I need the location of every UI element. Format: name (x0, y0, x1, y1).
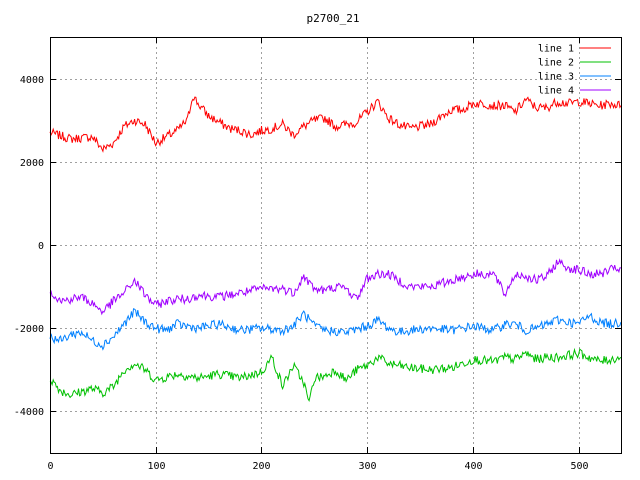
y-tick-label-1: -2000 (14, 324, 44, 335)
legend-label-2: line 2 (538, 58, 574, 69)
series-lines (49, 96, 622, 403)
chart-title: p2700_21 (307, 12, 360, 25)
x-tick-label-3: 300 (358, 461, 376, 472)
y-tick-label-2: 0 (38, 241, 44, 252)
grid (50, 37, 621, 453)
x-tick-label-4: 400 (464, 461, 482, 472)
legend-label-3: line 3 (538, 72, 574, 83)
series-line-1 (49, 96, 622, 153)
y-tick-label-3: 2000 (20, 158, 44, 169)
series-line-2 (49, 347, 622, 403)
x-tick-label-5: 500 (570, 461, 588, 472)
legend-label-4: line 4 (538, 86, 574, 97)
series-line-4 (49, 258, 622, 316)
x-tick-label-2: 200 (252, 461, 270, 472)
series-line-3 (49, 308, 622, 351)
legend: line 1 line 2 line 3 line 4 (538, 44, 611, 97)
y-tick-label-0: -4000 (14, 407, 44, 418)
y-tick-label-4: 4000 (20, 75, 44, 86)
x-tick-label-0: 0 (47, 461, 53, 472)
legend-label-1: line 1 (538, 44, 574, 55)
axis-ticks: 0 100 200 300 400 500 -4000 -2000 0 2000 4000 (14, 37, 621, 472)
x-tick-label-1: 100 (147, 461, 165, 472)
